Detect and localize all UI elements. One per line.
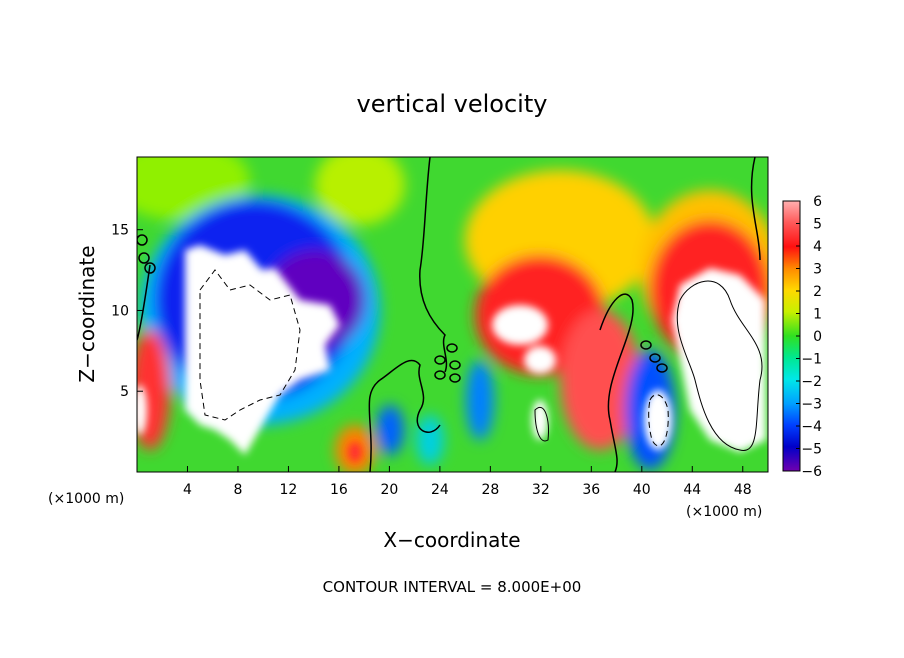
- contour-line: [676, 280, 763, 451]
- contour-dashed: [648, 394, 669, 447]
- colorbar-tick-label: 0: [813, 329, 822, 345]
- colorbar-tick-label: −2: [801, 374, 822, 390]
- y-axis-label: Z−coordinate: [75, 245, 99, 382]
- chart-title: vertical velocity: [357, 90, 548, 118]
- field-core: [185, 245, 340, 455]
- field-core: [532, 400, 548, 440]
- contour-small: [138, 252, 150, 264]
- x-tick-label: 32: [532, 482, 550, 498]
- colorbar-tick-label: 1: [813, 307, 822, 323]
- plot-frame: [136, 156, 769, 473]
- colorbar-tick-label: 6: [813, 194, 822, 210]
- x-tick-label: 24: [431, 482, 449, 498]
- x-axis-ticks: 4 8 12 16 20 24 28 32 36 40 44 48: [183, 466, 752, 498]
- contour-dashed: [199, 269, 301, 421]
- colorbar-tick-label: −1: [801, 352, 822, 368]
- x-unit-right: (×1000 m): [686, 504, 762, 520]
- field-core: [492, 305, 548, 345]
- x-axis-label: X−coordinate: [383, 528, 520, 552]
- field-blob: [315, 157, 405, 225]
- colorbar-tick-label: 3: [813, 262, 822, 278]
- y-tick-label: 15: [111, 223, 129, 239]
- colorbar: 6 5 4 3 2 1 0 −1 −2 −3 −4 −5 −6: [782, 194, 822, 480]
- contour-small: [144, 262, 156, 274]
- y-tick-label: 5: [120, 384, 129, 400]
- contour-interval-note: CONTOUR INTERVAL = 8.000E+00: [323, 578, 582, 596]
- contour-small: [434, 355, 446, 365]
- contour-zero: [419, 157, 448, 373]
- contour-small: [649, 353, 661, 363]
- vertical-velocity-field: [137, 157, 768, 472]
- contour-zero: [368, 359, 441, 472]
- x-unit-left: (×1000 m): [48, 491, 124, 507]
- x-tick-label: 4: [183, 482, 192, 498]
- contour-small: [656, 363, 668, 373]
- contour-small: [137, 234, 148, 246]
- field-core: [644, 390, 672, 450]
- x-tick-label: 48: [734, 482, 752, 498]
- y-tick-label: 10: [111, 303, 129, 319]
- colorbar-tick-label: 5: [813, 217, 822, 233]
- contour-small: [640, 340, 652, 350]
- contour-line: [534, 407, 549, 442]
- x-tick-label: 36: [582, 482, 600, 498]
- field-blob: [466, 360, 494, 440]
- contour-zero: [599, 293, 634, 472]
- field-core: [524, 346, 556, 374]
- contour-small: [446, 343, 458, 353]
- contour-zero: [750, 157, 761, 261]
- colorbar-tick-label: −5: [801, 442, 822, 458]
- contour-small: [449, 373, 461, 383]
- x-tick-label: 20: [380, 482, 398, 498]
- colorbar-ticks: 6 5 4 3 2 1 0 −1 −2 −3 −4 −5 −6: [796, 194, 822, 480]
- field-core: [672, 268, 766, 452]
- field-blob: [560, 310, 640, 450]
- colorbar-tick-label: 4: [813, 239, 822, 255]
- x-tick-label: 16: [330, 482, 348, 498]
- field-blob: [137, 330, 170, 450]
- contour-zero: [137, 264, 151, 341]
- field-blob: [416, 415, 444, 465]
- x-tick-label: 44: [683, 482, 701, 498]
- colorbar-tick-label: −3: [801, 397, 822, 413]
- field-core: [137, 385, 147, 435]
- x-tick-label: 40: [633, 482, 651, 498]
- contour-small: [449, 360, 461, 370]
- colorbar-tick-label: 2: [813, 284, 822, 300]
- colorbar-tick-label: −4: [801, 419, 822, 435]
- contour-small: [434, 370, 446, 380]
- y-axis-ticks: 5 10 15: [111, 223, 143, 400]
- x-tick-label: 12: [280, 482, 298, 498]
- x-tick-label: 28: [481, 482, 499, 498]
- x-tick-label: 8: [233, 482, 242, 498]
- field-blob: [376, 405, 404, 455]
- field-core: [348, 442, 362, 462]
- colorbar-tick-label: −6: [801, 464, 822, 480]
